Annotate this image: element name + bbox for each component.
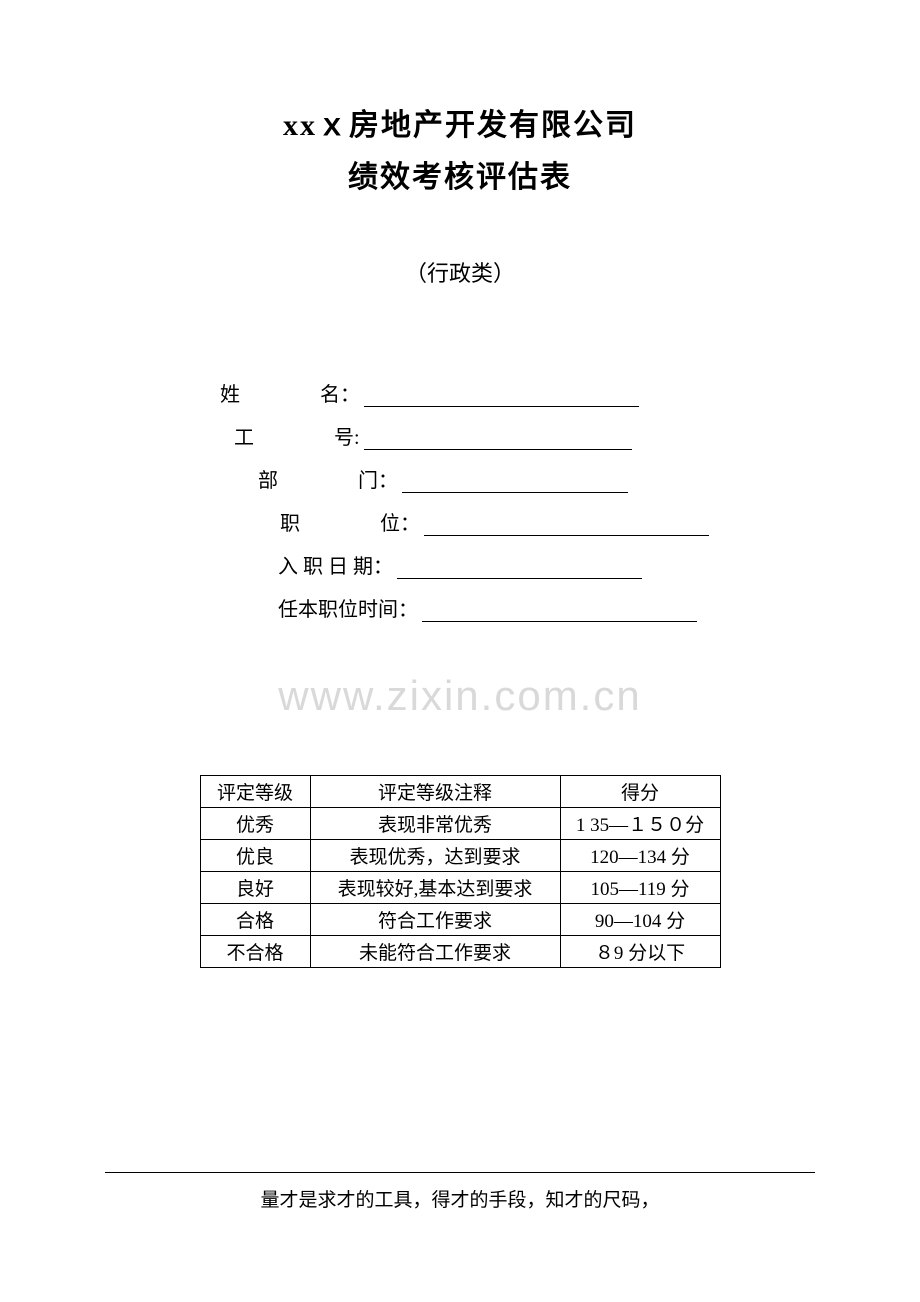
table-row: 合格 符合工作要求 90—104 分	[200, 904, 720, 936]
cell-desc: 未能符合工作要求	[310, 936, 560, 968]
header-level: 评定等级	[200, 776, 310, 808]
grade-table: 评定等级 评定等级注释 得分 优秀 表现非常优秀 1 35—１５０分 优良 表现…	[200, 775, 721, 968]
field-name-line	[364, 406, 639, 407]
info-fields: 姓 名： 工 号: 部 门： 职 位： 入 职 日 期： 任本职位时间：	[220, 378, 815, 622]
field-emp-id-label: 工 号:	[234, 421, 360, 450]
field-emp-id-line	[364, 449, 632, 450]
cell-score: 105—119 分	[560, 872, 720, 904]
field-name: 姓 名：	[220, 378, 815, 407]
cell-score: 1 35—１５０分	[560, 808, 720, 840]
cell-level: 不合格	[200, 936, 310, 968]
footer-text: 量才是求才的工具，得才的手段，知才的尺码，	[105, 1185, 815, 1212]
company-title: xxｘ房地产开发有限公司	[105, 100, 815, 144]
cell-desc: 符合工作要求	[310, 904, 560, 936]
cell-level: 优良	[200, 840, 310, 872]
field-hire-date-line	[397, 578, 642, 579]
table-header-row: 评定等级 评定等级注释 得分	[200, 776, 720, 808]
cell-level: 良好	[200, 872, 310, 904]
field-hire-date: 入 职 日 期：	[220, 550, 815, 579]
table-row: 良好 表现较好,基本达到要求 105—119 分	[200, 872, 720, 904]
field-hire-date-label: 入 职 日 期：	[278, 550, 393, 579]
form-category: （行政类）	[105, 256, 815, 288]
cell-desc: 表现非常优秀	[310, 808, 560, 840]
field-position-line	[424, 535, 709, 536]
cell-score: ８9 分以下	[560, 936, 720, 968]
cell-score: 90—104 分	[560, 904, 720, 936]
title-block: xxｘ房地产开发有限公司 绩效考核评估表	[105, 100, 815, 196]
header-desc: 评定等级注释	[310, 776, 560, 808]
field-name-label: 姓 名：	[220, 378, 360, 407]
footer: 量才是求才的工具，得才的手段，知才的尺码，	[105, 1172, 815, 1212]
field-dept: 部 门：	[220, 464, 815, 493]
cell-desc: 表现优秀，达到要求	[310, 840, 560, 872]
field-position-label: 职 位：	[280, 507, 420, 536]
table-row: 不合格 未能符合工作要求 ８9 分以下	[200, 936, 720, 968]
header-score: 得分	[560, 776, 720, 808]
watermark: www.zixin.com.cn	[105, 672, 815, 720]
footer-divider	[105, 1172, 815, 1173]
table-row: 优秀 表现非常优秀 1 35—１５０分	[200, 808, 720, 840]
field-position: 职 位：	[220, 507, 815, 536]
cell-level: 优秀	[200, 808, 310, 840]
cell-level: 合格	[200, 904, 310, 936]
field-tenure: 任本职位时间：	[220, 593, 815, 622]
field-dept-label: 部 门：	[258, 464, 398, 493]
field-dept-line	[402, 492, 628, 493]
field-tenure-label: 任本职位时间：	[278, 593, 418, 622]
cell-score: 120—134 分	[560, 840, 720, 872]
field-emp-id: 工 号:	[220, 421, 815, 450]
table-row: 优良 表现优秀，达到要求 120—134 分	[200, 840, 720, 872]
form-title: 绩效考核评估表	[105, 152, 815, 196]
field-tenure-line	[422, 621, 697, 622]
cell-desc: 表现较好,基本达到要求	[310, 872, 560, 904]
